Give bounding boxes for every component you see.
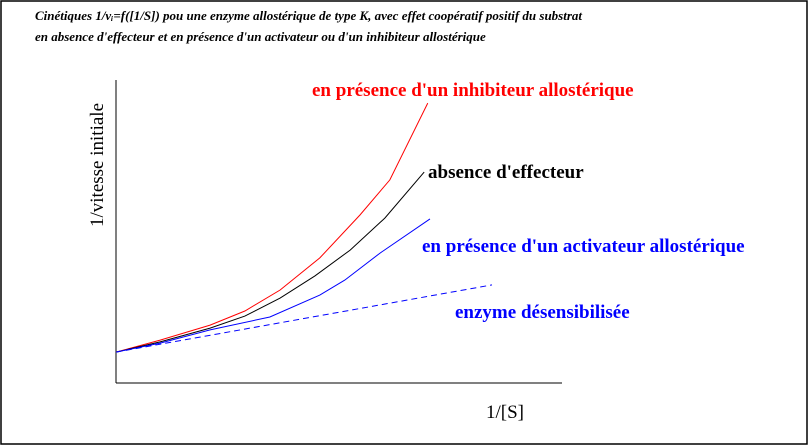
y-axis-label: 1/vitesse initiale [87,103,108,227]
series-line [115,284,493,353]
series-line [115,218,431,353]
chart-title: en absence d'effecteur et en présence d'… [35,29,486,44]
series-label: en présence d'un activateur allostérique [422,236,745,257]
series-label: en présence d'un inhibiteur allostérique [312,80,634,101]
series-label: absence d'effecteur [428,162,584,183]
x-axis-label: 1/[S] [486,402,524,423]
chart-title: Cinétiques 1/vᵢ=f([1/S]) pou une enzyme … [35,8,582,23]
series-label: enzyme désensibilisée [455,302,630,323]
series-line [115,102,429,353]
series-line [115,171,425,353]
